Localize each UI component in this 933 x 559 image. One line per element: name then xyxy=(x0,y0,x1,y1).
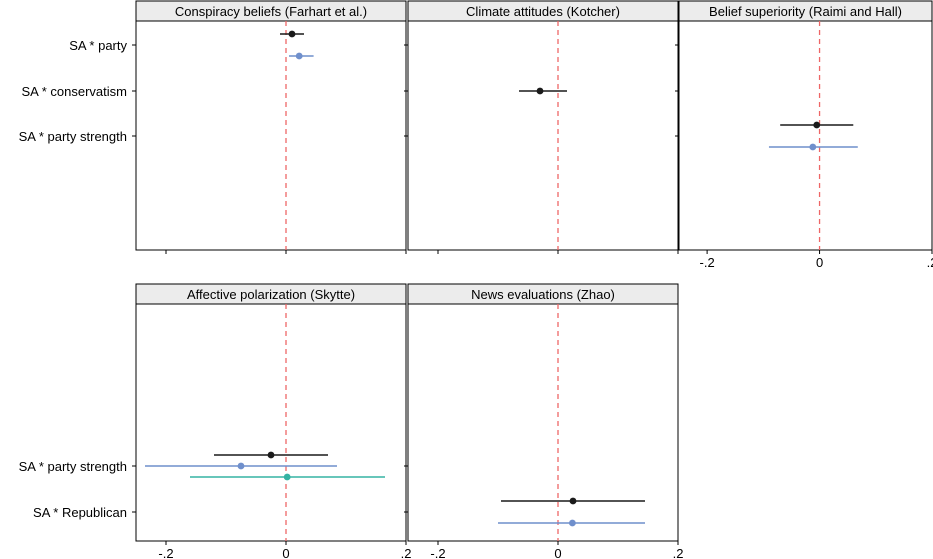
point-estimate xyxy=(536,87,544,95)
point-estimate xyxy=(267,451,275,459)
plot-frame xyxy=(135,303,407,542)
x-tick-label: 0 xyxy=(554,546,561,559)
point-estimate xyxy=(288,30,296,38)
panel: News evaluations (Zhao) -.2 0 .2 xyxy=(404,283,684,559)
y-axis-label: SA * party xyxy=(69,38,127,53)
point-estimate xyxy=(569,497,577,505)
y-axis-label: SA * party strength xyxy=(19,129,127,144)
panel-row-2: SA * party strength SA * Republican Affect… xyxy=(19,283,684,559)
point-estimate xyxy=(569,519,576,527)
panel: Climate attitudes (Kotcher) xyxy=(404,0,679,254)
plot-frame xyxy=(678,20,933,251)
panel: Belief superiority (Raimi and Hall) -.2 0.… xyxy=(675,0,933,270)
plot-frame xyxy=(135,20,407,251)
x-tick-label: .2 xyxy=(673,546,684,559)
x-tick-label: 0 xyxy=(816,255,823,270)
point-estimate xyxy=(237,462,245,470)
panel-title: News evaluations (Zhao) xyxy=(471,287,615,302)
point-estimate xyxy=(809,143,817,151)
y-axis-label: SA * Republican xyxy=(33,505,127,520)
x-tick-label: .2 xyxy=(401,546,412,559)
x-tick-label: -.2 xyxy=(158,546,173,559)
panel-title: Climate attitudes (Kotcher) xyxy=(466,4,620,19)
x-tick-label: -.2 xyxy=(430,546,445,559)
panel-title: Belief superiority (Raimi and Hall) xyxy=(709,4,902,19)
panel-row-1: SA * party SA * conservatism SA * party st… xyxy=(19,0,933,270)
plot-frame xyxy=(407,303,679,542)
x-tick-label: -.2 xyxy=(700,255,715,270)
x-tick-label: 0 xyxy=(282,546,289,559)
y-axis-label: SA * conservatism xyxy=(22,84,128,99)
point-estimate xyxy=(813,121,821,129)
x-tick-label: .2 xyxy=(927,255,933,270)
panel: Conspiracy beliefs (Farhart et al.) xyxy=(132,0,407,254)
point-estimate xyxy=(283,473,291,481)
plot-frame xyxy=(407,20,679,251)
panel: Affective polarization (Skytte) -.2 0 .2 xyxy=(132,283,412,559)
y-axis-label: SA * party strength xyxy=(19,459,127,474)
point-estimate xyxy=(295,52,303,60)
panel-title: Conspiracy beliefs (Farhart et al.) xyxy=(175,4,367,19)
panel-title: Affective polarization (Skytte) xyxy=(187,287,355,302)
